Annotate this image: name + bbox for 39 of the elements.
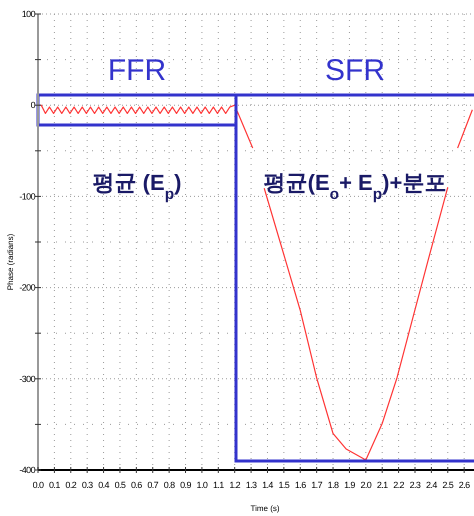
- y-tick-label: 100: [22, 9, 36, 19]
- x-tick-label: 1.0: [196, 480, 208, 490]
- x-tick-label: 2.6: [458, 480, 470, 490]
- x-tick-label: 2.2: [393, 480, 405, 490]
- x-tick-label: 0.3: [82, 480, 94, 490]
- x-tick-label: 0.8: [164, 480, 176, 490]
- annotation: FFR: [108, 54, 166, 87]
- x-tick-label: 0.6: [130, 480, 142, 490]
- annotation: 평균 (E$_{p}$): [92, 170, 182, 202]
- x-tick-label: 1.5: [278, 480, 290, 490]
- x-tick-label: 0.2: [65, 480, 77, 490]
- x-tick-label: 0.4: [98, 480, 110, 490]
- y-tick-label: -400: [19, 465, 36, 475]
- x-tick-label: 1.1: [212, 480, 224, 490]
- x-tick-label: 1.4: [262, 480, 274, 490]
- x-tick-label: 2.4: [426, 480, 438, 490]
- x-tick-label: 2.5: [442, 480, 454, 490]
- x-tick-label: 1.8: [328, 480, 339, 490]
- annotation: SFR: [325, 54, 385, 87]
- x-axis-title: Time (s): [250, 504, 280, 513]
- x-tick-label: 1.2: [229, 480, 241, 490]
- x-tick-label: 2.1: [376, 480, 388, 490]
- x-tick-label: 0.1: [49, 480, 60, 490]
- y-tick-label: -300: [19, 374, 36, 384]
- x-tick-label: 2.3: [410, 480, 421, 490]
- x-tick-label: 1.9: [344, 480, 356, 490]
- annotation: 평균(E$_{o}$+ E$_{p}$)+분포: [264, 170, 446, 202]
- x-tick-label: 1.6: [294, 480, 306, 490]
- x-tick-label: 0.7: [147, 480, 159, 490]
- x-tick-label: 0.0: [32, 480, 44, 490]
- y-tick-label: -100: [19, 191, 36, 202]
- x-tick-label: 1.7: [311, 480, 323, 490]
- y-tick-label: 0: [30, 100, 36, 110]
- x-tick-label: 2.0: [360, 480, 372, 490]
- x-tick-label: 0.9: [180, 480, 192, 490]
- y-axis-title: Phase (radians): [6, 233, 15, 290]
- x-tick-label: 0.5: [114, 480, 126, 490]
- x-tick-label: 1.3: [246, 480, 258, 490]
- y-tick-label: -200: [19, 282, 36, 293]
